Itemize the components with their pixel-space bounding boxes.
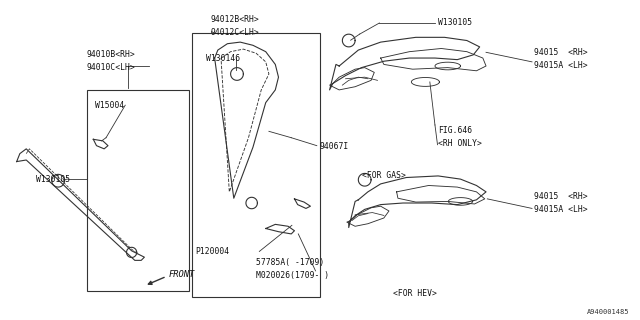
Text: 57785A( -1709): 57785A( -1709) xyxy=(256,258,324,267)
Bar xyxy=(87,90,189,291)
Bar xyxy=(192,33,320,297)
Text: 94012B<RH>: 94012B<RH> xyxy=(210,15,259,24)
Text: <FOR HEV>: <FOR HEV> xyxy=(394,289,437,298)
Text: A940001485: A940001485 xyxy=(588,308,630,315)
Text: FRONT: FRONT xyxy=(169,270,195,279)
Text: 94015  <RH>: 94015 <RH> xyxy=(534,192,588,201)
Text: 94015A <LH>: 94015A <LH> xyxy=(534,205,588,214)
Text: M020026(1709- ): M020026(1709- ) xyxy=(256,271,329,280)
Text: P120004: P120004 xyxy=(195,247,230,256)
Text: W15004: W15004 xyxy=(95,101,124,110)
Text: 94015A <LH>: 94015A <LH> xyxy=(534,60,588,69)
Text: W130105: W130105 xyxy=(438,19,472,28)
Text: FIG.646: FIG.646 xyxy=(438,126,472,135)
Text: 94012C<LH>: 94012C<LH> xyxy=(210,28,259,37)
Text: 94067I: 94067I xyxy=(320,142,349,151)
Text: <FOR GAS>: <FOR GAS> xyxy=(362,171,405,180)
Text: 94010B<RH>: 94010B<RH> xyxy=(87,50,136,59)
Text: <RH ONLY>: <RH ONLY> xyxy=(438,139,482,148)
Text: 94015  <RH>: 94015 <RH> xyxy=(534,48,588,57)
Text: W130105: W130105 xyxy=(36,175,70,184)
Text: 94010C<LH>: 94010C<LH> xyxy=(87,63,136,72)
Text: W130146: W130146 xyxy=(206,53,241,62)
